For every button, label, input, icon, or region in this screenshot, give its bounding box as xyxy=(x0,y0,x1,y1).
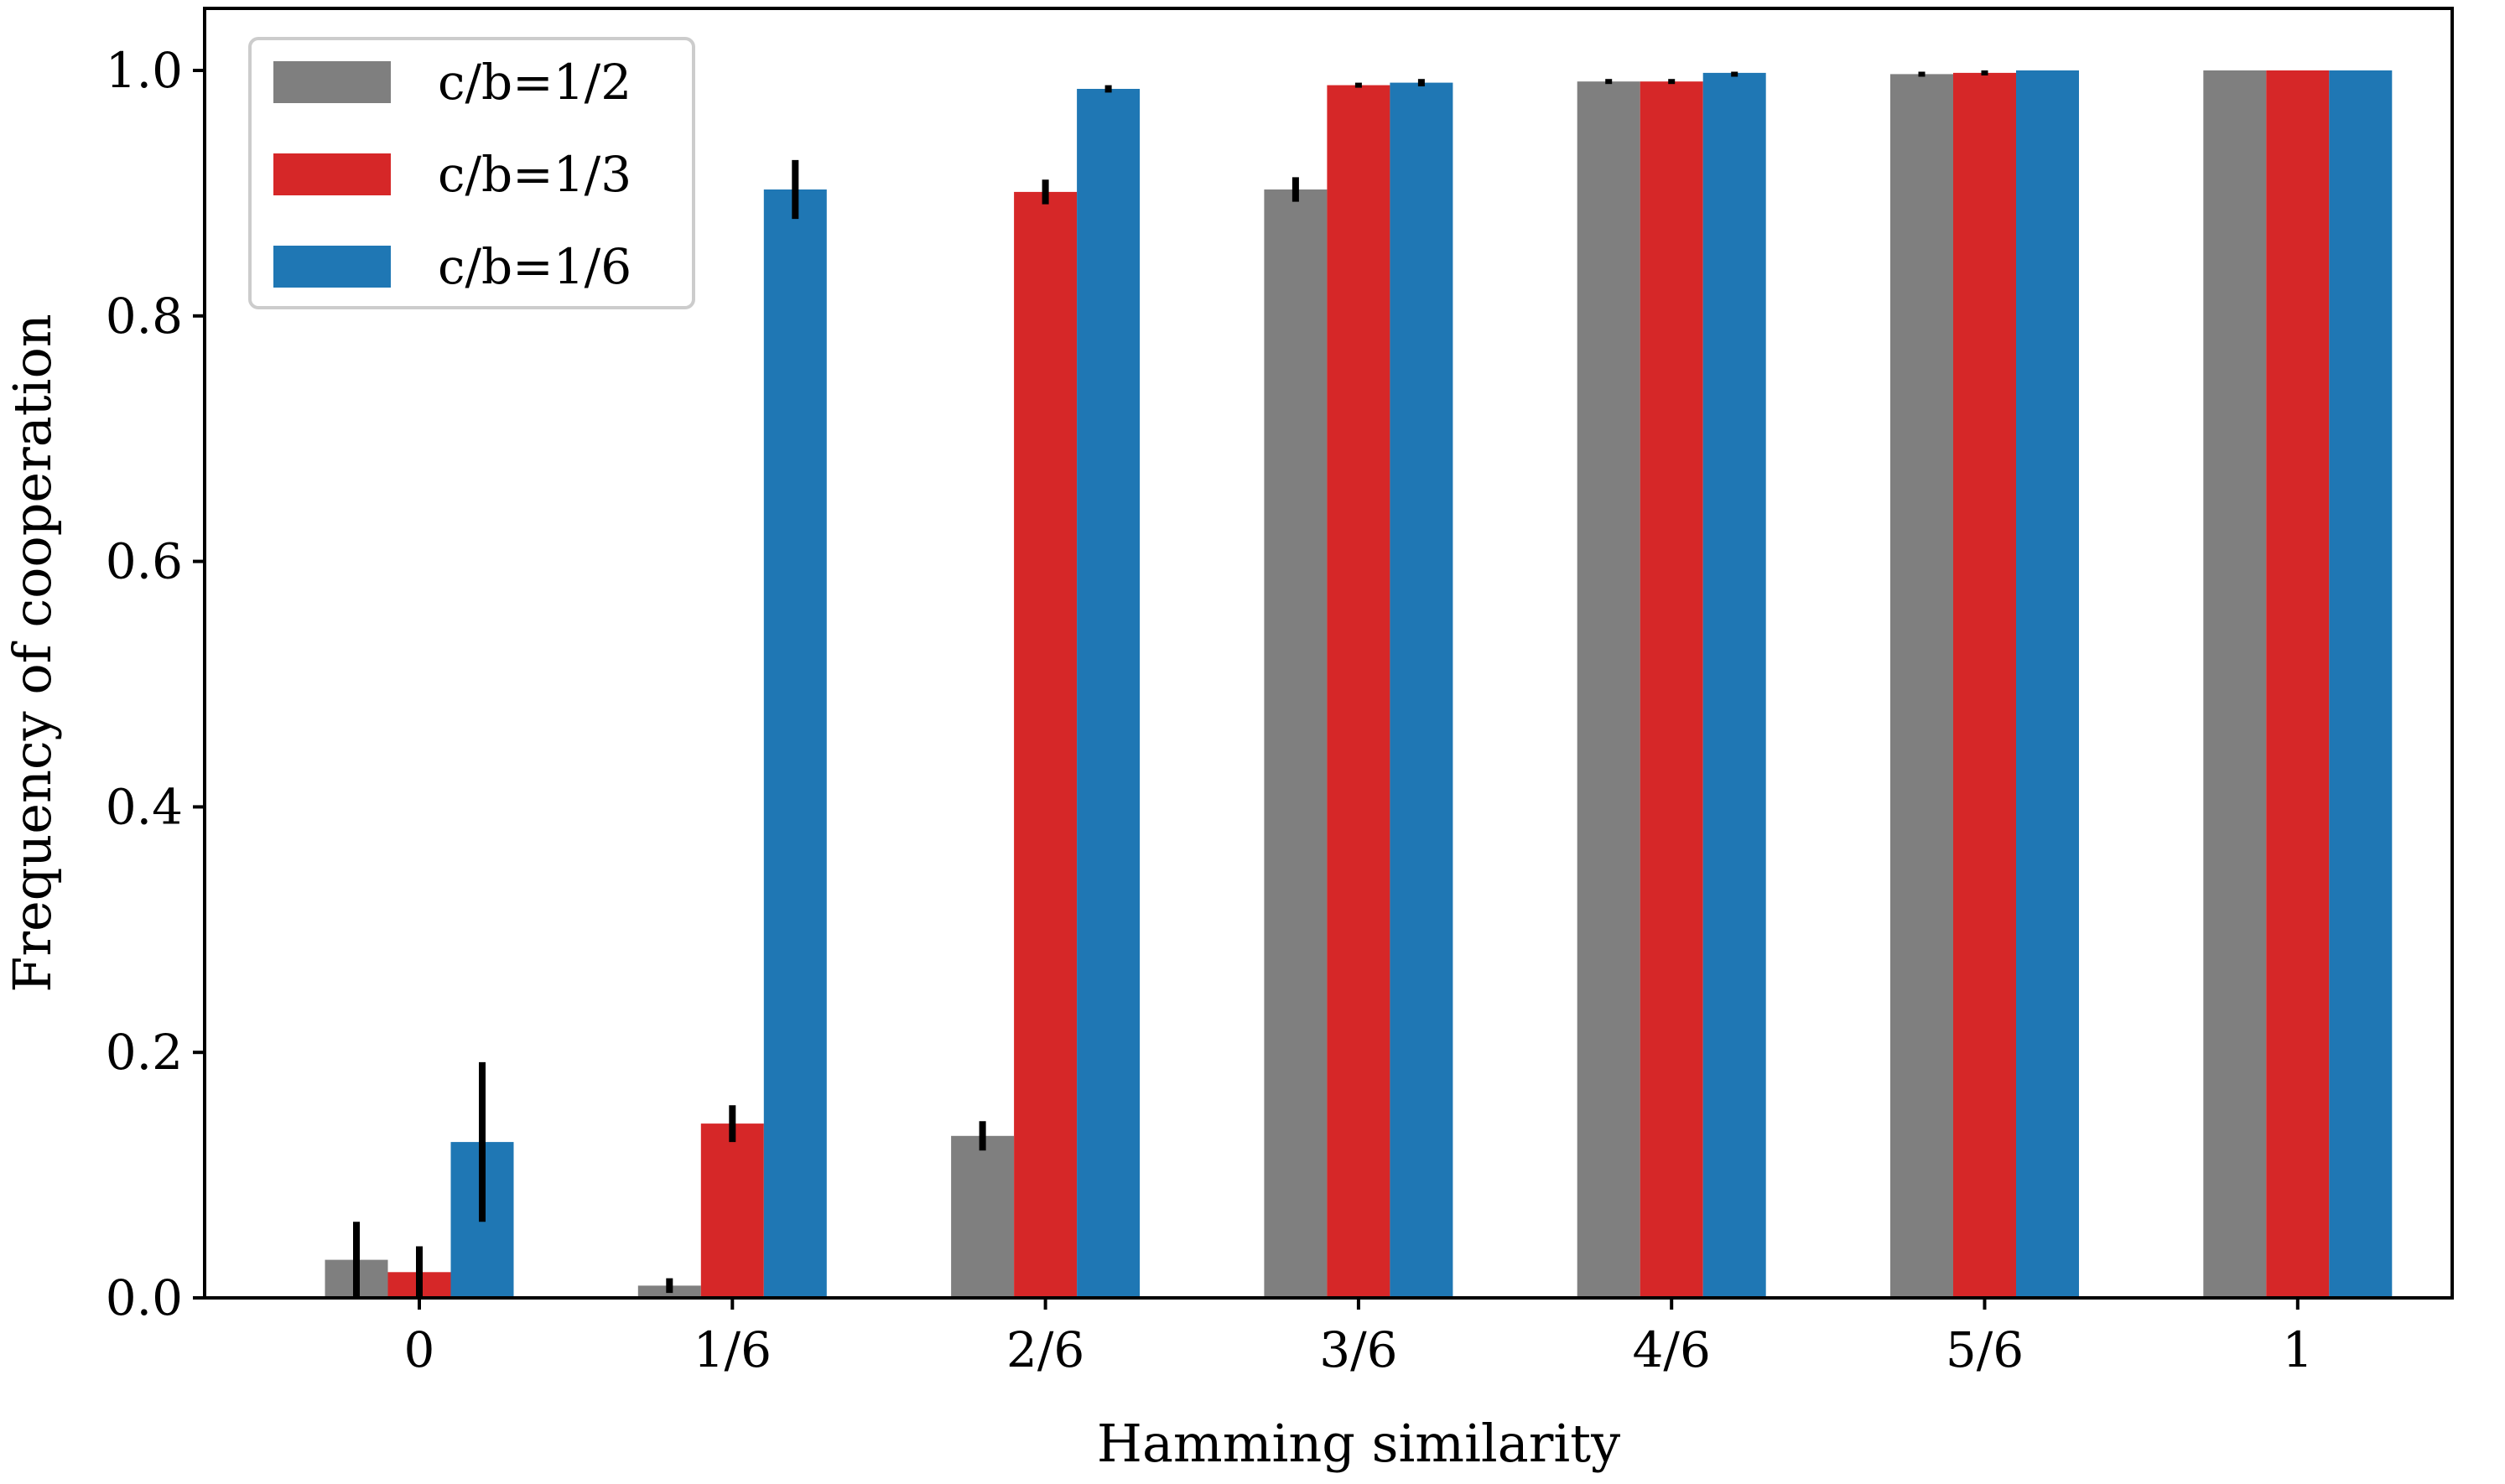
bar-c-b-1-6-6 xyxy=(2329,70,2393,1298)
bar-c-b-1-3-4 xyxy=(1640,81,1703,1299)
x-tick-label: 2/6 xyxy=(1006,1321,1084,1378)
x-axis: 0 1/6 2/6 3/6 4/6 5/6 1 xyxy=(404,1298,2313,1378)
y-tick-label: 0.0 xyxy=(106,1269,183,1326)
bar-c-b-1-2-2 xyxy=(951,1135,1015,1298)
bar-c-b-1-2-3 xyxy=(1264,189,1328,1298)
y-tick-label: 0.8 xyxy=(106,288,183,345)
bar-c-b-1-6-2 xyxy=(1077,89,1141,1298)
y-axis-label: Frequency of cooperation xyxy=(2,314,63,992)
bar-c-b-1-6-4 xyxy=(1702,72,1766,1298)
x-tick-label: 1 xyxy=(2282,1321,2313,1378)
errorbars-layer xyxy=(353,70,1988,1298)
x-axis-label: Hamming similarity xyxy=(1097,1413,1620,1474)
bar-c-b-1-3-5 xyxy=(1953,72,2016,1298)
y-tick-label: 0.6 xyxy=(106,533,183,590)
bar-c-b-1-2-6 xyxy=(2203,70,2267,1298)
bar-c-b-1-6-1 xyxy=(763,189,827,1298)
bar-c-b-1-2-4 xyxy=(1577,81,1640,1299)
plot-frame xyxy=(203,7,2454,1300)
legend: c/b=1/2 c/b=1/3 c/b=1/6 xyxy=(248,37,695,309)
legend-label: c/b=1/3 xyxy=(438,146,631,203)
bar-c-b-1-3-2 xyxy=(1014,191,1078,1298)
y-axis: 0.0 0.2 0.4 0.6 0.8 1.0 xyxy=(106,42,205,1326)
legend-swatch xyxy=(273,61,391,103)
y-tick-label: 1.0 xyxy=(106,42,183,99)
x-tick-label: 5/6 xyxy=(1946,1321,2024,1378)
legend-box xyxy=(248,37,695,309)
bar-c-b-1-3-1 xyxy=(700,1123,764,1298)
bar-c-b-1-3-6 xyxy=(2266,70,2330,1298)
x-tick-label: 4/6 xyxy=(1633,1321,1711,1378)
bars-layer xyxy=(325,70,2393,1299)
legend-label: c/b=1/2 xyxy=(438,54,631,111)
x-tick-label: 1/6 xyxy=(694,1321,772,1378)
x-tick-label: 0 xyxy=(404,1321,435,1378)
bar-c-b-1-3-3 xyxy=(1327,85,1390,1299)
legend-label: c/b=1/6 xyxy=(438,238,631,295)
y-tick-label: 0.2 xyxy=(106,1024,183,1081)
y-tick-label: 0.4 xyxy=(106,778,183,835)
bar-c-b-1-2-5 xyxy=(1890,74,1953,1298)
x-tick-label: 3/6 xyxy=(1319,1321,1397,1378)
bar-c-b-1-6-5 xyxy=(2016,70,2079,1298)
legend-swatch xyxy=(273,246,391,288)
bar-c-b-1-6-3 xyxy=(1390,82,1453,1299)
legend-swatch xyxy=(273,153,391,195)
